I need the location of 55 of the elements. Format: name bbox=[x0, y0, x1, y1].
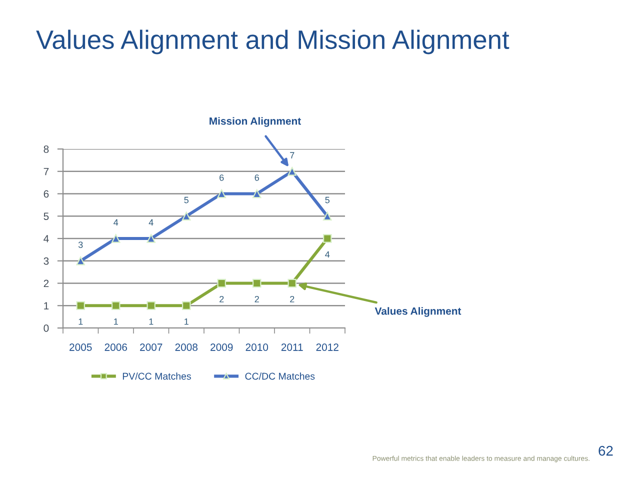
point bbox=[146, 301, 156, 310]
data-label: 2 bbox=[254, 296, 259, 302]
data-label: 6 bbox=[220, 174, 224, 181]
point bbox=[323, 212, 332, 220]
chart-title: Values Alignment and Mission Alignment bbox=[36, 30, 510, 54]
point bbox=[323, 234, 332, 243]
x-tick-label: 2008 bbox=[175, 344, 198, 351]
annotation: Values Alignment bbox=[374, 307, 462, 317]
data-label: 1 bbox=[184, 318, 188, 325]
x-tick-label: 2010 bbox=[246, 344, 268, 351]
data-label: 3 bbox=[78, 242, 83, 248]
point bbox=[217, 189, 226, 198]
point bbox=[146, 234, 156, 243]
x-tick-label: 2005 bbox=[70, 344, 92, 351]
annotation: Mission Alignment bbox=[210, 117, 301, 127]
point bbox=[182, 212, 191, 220]
data-label: 4 bbox=[325, 251, 330, 258]
data-label: 5 bbox=[184, 196, 189, 204]
point bbox=[217, 278, 226, 288]
data-label: 1 bbox=[114, 318, 118, 325]
point bbox=[288, 278, 296, 288]
x-tick-label: 2012 bbox=[316, 344, 338, 351]
point bbox=[182, 301, 191, 310]
y-tick-label: 8 bbox=[44, 146, 49, 153]
data-label: 6 bbox=[254, 174, 259, 181]
y-tick-label: 1 bbox=[44, 302, 49, 310]
x-tick-label: 2011 bbox=[281, 344, 303, 351]
point bbox=[76, 301, 85, 310]
y-tick-label: 5 bbox=[44, 212, 49, 220]
data-label: 2 bbox=[220, 296, 224, 302]
x-tick-label: 2007 bbox=[140, 344, 162, 351]
y-tick-label: 2 bbox=[44, 280, 49, 288]
data-label: 7 bbox=[290, 152, 294, 158]
y-tick-label: 0 bbox=[44, 324, 49, 332]
point bbox=[288, 167, 296, 176]
point bbox=[252, 189, 262, 198]
data-label: 5 bbox=[325, 196, 330, 204]
point bbox=[76, 256, 85, 266]
y-tick-label: 3 bbox=[44, 257, 49, 265]
text: 62 bbox=[598, 446, 613, 456]
y-tick-label: 4 bbox=[44, 235, 49, 242]
data-label: 1 bbox=[78, 318, 83, 325]
point bbox=[112, 301, 120, 310]
y-tick-label: 6 bbox=[44, 190, 49, 198]
point bbox=[112, 234, 120, 243]
data-label: 2 bbox=[290, 296, 294, 302]
data-label: 1 bbox=[149, 318, 154, 325]
point bbox=[252, 278, 262, 288]
legend-label: PV/CC Matches bbox=[122, 372, 191, 380]
y-tick-label: 7 bbox=[44, 168, 49, 176]
data-label: 4 bbox=[148, 219, 154, 226]
x-tick-label: 2006 bbox=[104, 344, 128, 351]
legend-label: CC/DC Matches bbox=[245, 372, 315, 380]
x-tick-label: 2009 bbox=[210, 344, 233, 351]
data-label: 4 bbox=[114, 219, 118, 226]
